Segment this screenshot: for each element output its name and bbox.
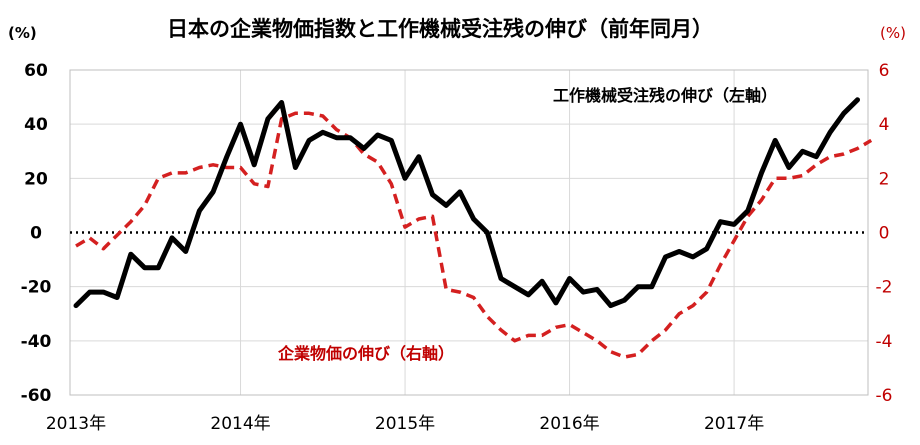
- x-tick-label: 2014年: [210, 414, 270, 434]
- x-tick-label: 2015年: [375, 414, 435, 434]
- x-tick-label: 2013年: [46, 414, 106, 434]
- series-label-right: 企業物価の伸び（右軸）: [277, 344, 454, 363]
- x-axis: 2013年 2014年 2015年 2016年 2017年: [46, 414, 764, 434]
- x-tick-label: 2017年: [704, 414, 764, 434]
- left-axis: 60 40 20 0 -20 -40 -60: [21, 61, 52, 406]
- right-tick-label: 6: [879, 61, 890, 81]
- left-tick-label: -20: [21, 278, 52, 298]
- right-tick-label: 4: [879, 115, 890, 135]
- right-axis: 6 4 2 0 -2 -4 -6: [876, 61, 893, 406]
- grid: [69, 69, 869, 396]
- x-tick-label: 2016年: [539, 414, 599, 434]
- right-tick-label: 2: [879, 169, 890, 189]
- left-tick-label: 60: [24, 61, 48, 81]
- series-label-left: 工作機械受注残の伸び（左軸）: [553, 86, 777, 105]
- right-tick-label: -2: [876, 278, 893, 298]
- left-tick-label: 20: [24, 169, 48, 189]
- left-axis-unit: (%): [8, 24, 37, 42]
- series: [73, 97, 873, 359]
- series-line-machine-tool-backlog: [73, 97, 860, 309]
- series-line-corporate-price: [75, 111, 873, 359]
- left-tick-label: -60: [21, 386, 52, 406]
- right-tick-label: -6: [876, 386, 893, 406]
- left-tick-label: 0: [30, 224, 42, 244]
- chart-title: 日本の企業物価指数と工作機械受注残の伸び（前年同月）: [167, 17, 713, 41]
- left-tick-label: -40: [21, 332, 52, 352]
- right-tick-label: -4: [876, 332, 893, 352]
- right-axis-unit: (%): [880, 24, 906, 42]
- left-tick-label: 40: [24, 115, 48, 135]
- right-tick-label: 0: [879, 224, 890, 244]
